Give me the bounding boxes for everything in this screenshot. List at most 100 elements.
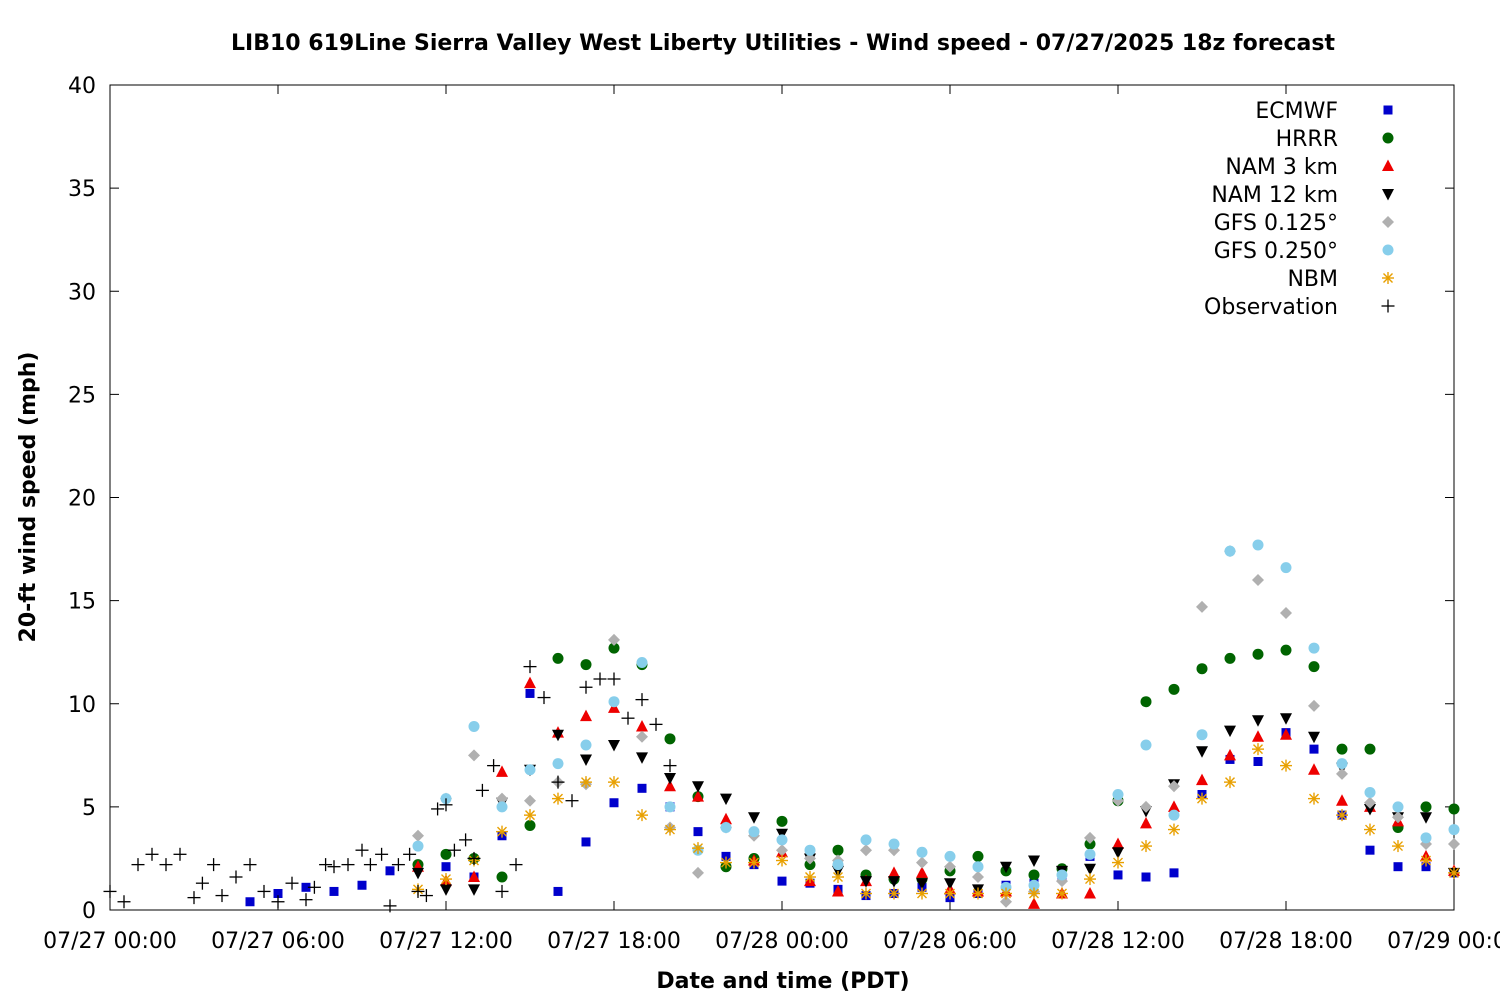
data-point-gfs-0-125 <box>1140 800 1152 813</box>
data-point-gfs-0-250 <box>1112 789 1124 800</box>
data-point-gfs-0-125 <box>636 730 648 743</box>
data-point-nbm <box>440 873 452 886</box>
data-point-gfs-0-250 <box>916 846 928 858</box>
data-point-observation <box>419 889 433 903</box>
data-point-nam-3-km <box>888 866 900 878</box>
data-point-nam-12-km <box>468 884 480 896</box>
y-tick-label: 20 <box>68 487 96 512</box>
data-point-nbm <box>692 842 704 855</box>
data-point-nbm <box>664 823 676 836</box>
data-point-nbm <box>580 776 592 789</box>
data-point-nam-12-km <box>692 781 704 793</box>
data-point-nam-3-km <box>832 884 844 897</box>
data-point-ecmwf <box>357 880 367 890</box>
data-point-observation <box>391 858 405 872</box>
y-tick-label: 40 <box>68 74 96 99</box>
legend-marker-gfs-0-125 <box>1382 216 1394 228</box>
data-point-nam-12-km <box>1252 715 1264 727</box>
data-point-nam-12-km <box>1224 725 1236 738</box>
data-point-nam-3-km <box>1168 800 1180 812</box>
data-point-gfs-0-250 <box>412 840 424 852</box>
y-tick-label: 35 <box>68 177 96 202</box>
data-point-observation <box>523 660 537 674</box>
data-point-nbm <box>860 887 872 900</box>
data-point-gfs-0-250 <box>608 696 620 708</box>
data-point-nam-3-km <box>1028 897 1040 909</box>
x-tick-label: 07/28 00:00 <box>715 929 849 954</box>
data-point-nam-3-km <box>916 866 928 878</box>
data-point-nam-12-km <box>1364 803 1376 816</box>
y-tick-label: 30 <box>68 280 96 305</box>
data-point-gfs-0-125 <box>1280 607 1292 619</box>
data-point-ecmwf <box>245 897 255 907</box>
data-point-nam-12-km <box>1084 863 1096 876</box>
data-point-gfs-0-125 <box>916 856 928 869</box>
data-point-gfs-0-125 <box>1308 699 1320 712</box>
data-point-hrrr <box>1364 743 1376 755</box>
data-point-hrrr <box>972 850 984 862</box>
data-point-observation <box>145 847 159 861</box>
data-point-ecmwf <box>693 827 703 837</box>
data-point-nbm <box>804 871 816 883</box>
data-point-observation <box>635 693 649 707</box>
data-point-gfs-0-125 <box>1000 895 1012 908</box>
data-point-observation <box>537 691 551 705</box>
data-point-hrrr <box>552 652 564 664</box>
data-point-ecmwf <box>777 876 787 886</box>
data-point-ecmwf <box>609 798 619 808</box>
data-point-observation <box>411 884 425 898</box>
data-point-gfs-0-125 <box>1336 767 1348 780</box>
data-point-nam-12-km <box>636 752 648 764</box>
data-point-ecmwf <box>1169 868 1179 878</box>
data-point-gfs-0-250 <box>1224 545 1236 557</box>
data-point-observation <box>159 858 173 872</box>
y-tick-label: 0 <box>82 899 96 924</box>
data-point-observation <box>403 847 417 861</box>
y-tick-label: 10 <box>68 693 96 718</box>
data-point-ecmwf <box>1393 862 1403 872</box>
legend-label-nam-3-km: NAM 3 km <box>1225 155 1338 180</box>
legend-label-hrrr: HRRR <box>1276 127 1338 152</box>
data-point-gfs-0-125 <box>1196 600 1208 613</box>
data-point-gfs-0-125 <box>1448 838 1460 850</box>
legend-label-nbm: NBM <box>1287 267 1338 292</box>
data-point-gfs-0-250 <box>1336 758 1348 770</box>
data-point-observation <box>621 711 635 725</box>
data-point-gfs-0-125 <box>692 866 704 879</box>
data-point-nam-3-km <box>1336 794 1348 806</box>
series-observation <box>103 660 677 913</box>
data-point-observation <box>551 775 565 789</box>
data-point-hrrr <box>1280 644 1292 656</box>
data-point-gfs-0-250 <box>1364 786 1376 798</box>
data-point-nbm <box>1000 887 1012 900</box>
data-point-nbm <box>1364 823 1376 836</box>
data-point-gfs-0-250 <box>468 720 480 732</box>
data-point-gfs-0-250 <box>496 801 508 813</box>
data-point-nbm <box>1056 887 1068 900</box>
data-point-nam-12-km <box>1196 746 1208 758</box>
data-point-observation <box>607 672 621 686</box>
data-point-nbm <box>888 887 900 900</box>
data-point-gfs-0-250 <box>972 861 984 873</box>
data-point-observation <box>187 891 201 905</box>
data-point-gfs-0-250 <box>1392 801 1404 813</box>
legend-label-gfs-0-250: GFS 0.250° <box>1214 239 1338 264</box>
data-point-nam-12-km <box>748 812 760 824</box>
data-point-gfs-0-250 <box>664 801 676 813</box>
data-point-gfs-0-125 <box>1252 574 1264 586</box>
data-point-gfs-0-250 <box>944 850 956 862</box>
data-point-nbm <box>552 792 564 805</box>
data-point-nbm <box>1028 887 1040 900</box>
data-point-nbm <box>1112 856 1124 869</box>
data-point-observation <box>495 884 509 898</box>
y-axis-label: 20-ft wind speed (mph) <box>16 352 41 643</box>
data-point-gfs-0-250 <box>636 657 648 668</box>
data-point-gfs-0-125 <box>1168 780 1180 793</box>
data-point-observation <box>299 893 313 907</box>
data-point-gfs-0-250 <box>524 764 536 776</box>
data-point-observation <box>131 858 145 872</box>
data-point-nbm <box>524 809 536 822</box>
x-axis-label: Date and time (PDT) <box>656 969 909 994</box>
data-point-hrrr <box>1252 648 1264 660</box>
